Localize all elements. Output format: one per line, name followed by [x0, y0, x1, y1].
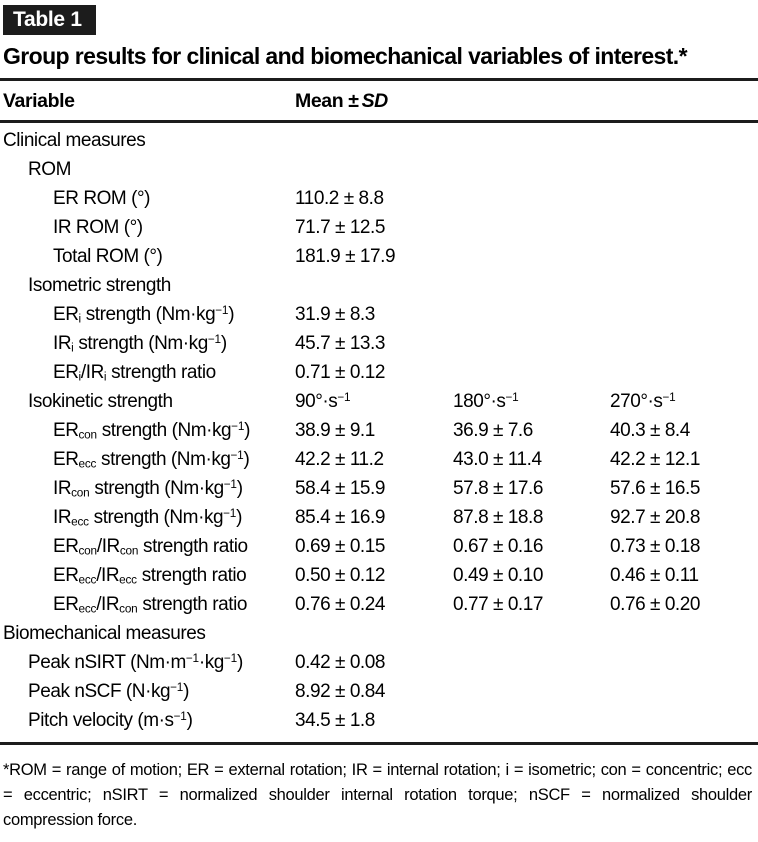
table-row: Pitch velocity (m·s−1) 34.5 ± 1.8 [0, 706, 758, 735]
row-value: 71.7 ± 12.5 [295, 217, 385, 239]
row-value: 270°·s−1 [610, 391, 676, 413]
row-label: ERcon/IRcon strength ratio [53, 536, 248, 558]
row-value: 0.46 ± 0.11 [610, 565, 699, 587]
table-row: ERi/IRi strength ratio 0.71 ± 0.12 [0, 358, 758, 387]
row-label: ERi strength (Nm·kg−1) [53, 304, 235, 326]
table-row: Isometric strength [0, 271, 758, 300]
row-value: 8.92 ± 0.84 [295, 681, 385, 703]
table-row: ERcon/IRcon strength ratio 0.69 ± 0.15 0.6… [0, 532, 758, 561]
table-row: Biomechanical measures [0, 619, 758, 648]
column-header-mean-sd: Mean ± SD [295, 88, 453, 114]
table-body: Clinical measures ROM ER ROM (°) 110.2 ± 8.… [0, 123, 758, 735]
table-footnote: *ROM = range of motion; ER = external ro… [3, 761, 752, 830]
mean-label: Mean ± [295, 90, 359, 113]
row-value: 0.42 ± 0.08 [295, 652, 385, 674]
table-title: Group results for clinical and biomechan… [3, 43, 688, 69]
table-row: Total ROM (°) 181.9 ± 17.9 [0, 242, 758, 271]
row-value: 57.8 ± 17.6 [453, 478, 543, 500]
row-value: 42.2 ± 11.2 [295, 449, 384, 471]
row-value: 0.69 ± 0.15 [295, 536, 385, 558]
table-header-row: Variable Mean ± SD [0, 88, 758, 114]
row-label: Clinical measures [3, 130, 146, 152]
row-value: 180°·s−1 [453, 391, 519, 413]
table-row: IRecc strength (Nm·kg−1) 85.4 ± 16.9 87.8 … [0, 503, 758, 532]
table-row: IRi strength (Nm·kg−1) 45.7 ± 13.3 [0, 329, 758, 358]
row-value: 0.49 ± 0.10 [453, 565, 543, 587]
table-row: IRcon strength (Nm·kg−1) 58.4 ± 15.9 57.8 … [0, 474, 758, 503]
row-label: Peak nSCF (N·kg−1) [28, 681, 190, 703]
row-value: 36.9 ± 7.6 [453, 420, 533, 442]
sd-label: SD [361, 90, 389, 113]
row-value: 34.5 ± 1.8 [295, 710, 375, 732]
row-label: IR ROM (°) [53, 217, 143, 239]
row-value: 110.2 ± 8.8 [295, 188, 384, 210]
row-label: ERi/IRi strength ratio [53, 362, 216, 384]
row-value: 92.7 ± 20.8 [610, 507, 700, 529]
row-value: 181.9 ± 17.9 [295, 246, 396, 268]
row-label: Peak nSIRT (Nm·m−1·kg−1) [28, 652, 243, 674]
row-label: ROM [28, 159, 71, 181]
row-value: 40.3 ± 8.4 [610, 420, 690, 442]
row-value: 0.76 ± 0.24 [295, 594, 385, 616]
table-row: ERi strength (Nm·kg−1) 31.9 ± 8.3 [0, 300, 758, 329]
table-row: Peak nSIRT (Nm·m−1·kg−1) 0.42 ± 0.08 [0, 648, 758, 677]
row-label: IRcon strength (Nm·kg−1) [53, 478, 243, 500]
row-value: 58.4 ± 15.9 [295, 478, 385, 500]
table-row: ERcon strength (Nm·kg−1) 38.9 ± 9.1 36.9 ±… [0, 416, 758, 445]
row-label: IRecc strength (Nm·kg−1) [53, 507, 243, 529]
row-label: Biomechanical measures [3, 623, 206, 645]
rule-under-title [0, 78, 758, 82]
row-label: ERcon strength (Nm·kg−1) [53, 420, 251, 442]
row-label: ERecc/IRcon strength ratio [53, 594, 247, 616]
row-value: 31.9 ± 8.3 [295, 304, 375, 326]
row-label: Total ROM (°) [53, 246, 163, 268]
row-value: 43.0 ± 11.4 [453, 449, 542, 471]
table-number-tag: Table 1 [3, 5, 96, 35]
row-value: 0.67 ± 0.16 [453, 536, 543, 558]
row-value: 85.4 ± 16.9 [295, 507, 385, 529]
table-row: Isokinetic strength 90°·s−1 180°·s−1 270°·s… [0, 387, 758, 416]
table-row: ROM [0, 155, 758, 184]
row-label: IRi strength (Nm·kg−1) [53, 333, 227, 355]
row-value: 0.76 ± 0.20 [610, 594, 700, 616]
row-value: 90°·s−1 [295, 391, 351, 413]
row-label: ERecc/IRecc strength ratio [53, 565, 247, 587]
table-row: Peak nSCF (N·kg−1) 8.92 ± 0.84 [0, 677, 758, 706]
row-label: ERecc strength (Nm·kg−1) [53, 449, 250, 471]
table-row: ER ROM (°) 110.2 ± 8.8 [0, 184, 758, 213]
rule-above-footnote [0, 742, 758, 746]
row-value: 0.50 ± 0.12 [295, 565, 385, 587]
row-value: 0.77 ± 0.17 [453, 594, 543, 616]
table-row: ERecc/IRcon strength ratio 0.76 ± 0.24 0.7… [0, 590, 758, 619]
row-value: 38.9 ± 9.1 [295, 420, 375, 442]
table-row: IR ROM (°) 71.7 ± 12.5 [0, 213, 758, 242]
row-label: ER ROM (°) [53, 188, 151, 210]
row-value: 57.6 ± 16.5 [610, 478, 700, 500]
row-value: 42.2 ± 12.1 [610, 449, 700, 471]
row-value: 0.71 ± 0.12 [295, 362, 385, 384]
row-value: 45.7 ± 13.3 [295, 333, 385, 355]
table-row: ERecc/IRecc strength ratio 0.50 ± 0.12 0.4… [0, 561, 758, 590]
row-label: Pitch velocity (m·s−1) [28, 710, 193, 732]
table-row: Clinical measures [0, 126, 758, 155]
column-header-variable: Variable [3, 90, 75, 113]
row-label: Isokinetic strength [28, 391, 173, 413]
row-value: 0.73 ± 0.18 [610, 536, 700, 558]
rule-under-header [0, 120, 758, 124]
table-row: ERecc strength (Nm·kg−1) 42.2 ± 11.2 43.0 … [0, 445, 758, 474]
row-value: 87.8 ± 18.8 [453, 507, 543, 529]
row-label: Isometric strength [28, 275, 171, 297]
